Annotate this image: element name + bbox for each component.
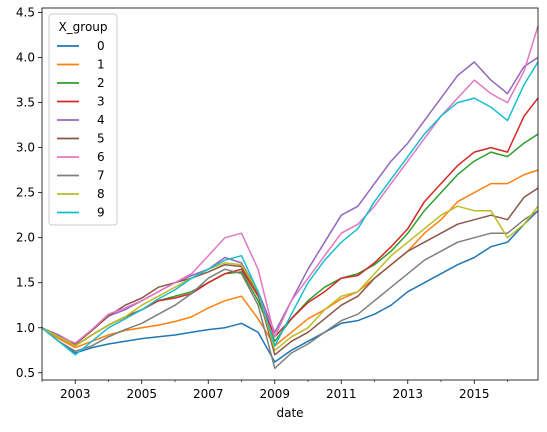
y-tick-label: 4.0 <box>16 51 35 65</box>
x-tick-label: 2003 <box>60 387 91 401</box>
series-line-8 <box>41 205 539 352</box>
x-tick-label: 2005 <box>126 387 157 401</box>
x-tick-label: 2013 <box>392 387 423 401</box>
plot-frame <box>41 7 539 381</box>
legend-label-5: 5 <box>97 132 105 146</box>
legend-label-7: 7 <box>97 169 105 183</box>
series-line-1 <box>41 169 539 349</box>
x-tick-label: 2007 <box>193 387 224 401</box>
y-tick-label: 2.0 <box>16 231 35 245</box>
legend-label-0: 0 <box>97 39 105 53</box>
legend-label-3: 3 <box>97 95 105 109</box>
legend-label-2: 2 <box>97 76 105 90</box>
y-tick-label: 1.0 <box>16 321 35 335</box>
legend-label-8: 8 <box>97 187 105 201</box>
x-axis-label: date <box>276 406 303 420</box>
y-tick-label: 4.5 <box>16 6 35 20</box>
y-tick-label: 0.5 <box>16 366 35 380</box>
x-axis: 2003 2005 2007 2009 2011 2013 2015 <box>41 380 508 401</box>
legend-label-1: 1 <box>97 58 105 72</box>
legend-box <box>48 13 118 226</box>
x-tick-label: 2015 <box>459 387 490 401</box>
x-tick-label: 2011 <box>326 387 357 401</box>
y-axis: 0.5 1.0 1.5 2.0 2.5 3.0 3.5 4.0 4.5 <box>16 6 42 380</box>
legend-label-6: 6 <box>97 150 105 164</box>
x-tick-label: 2009 <box>259 387 290 401</box>
series-line-7 <box>41 210 539 370</box>
series-line-6 <box>41 25 539 344</box>
legend-label-4: 4 <box>97 113 105 127</box>
series-line-0 <box>41 210 539 363</box>
y-tick-label: 3.0 <box>16 141 35 155</box>
legend: X_group 0 1 2 3 4 5 6 7 8 9 <box>48 13 118 226</box>
y-tick-label: 1.5 <box>16 276 35 290</box>
series-line-5 <box>41 187 539 356</box>
y-tick-label: 2.5 <box>16 186 35 200</box>
series-layer <box>41 25 539 370</box>
legend-title: X_group <box>58 20 107 34</box>
series-line-9 <box>41 61 539 356</box>
legend-label-9: 9 <box>97 206 105 220</box>
y-tick-label: 3.5 <box>16 96 35 110</box>
